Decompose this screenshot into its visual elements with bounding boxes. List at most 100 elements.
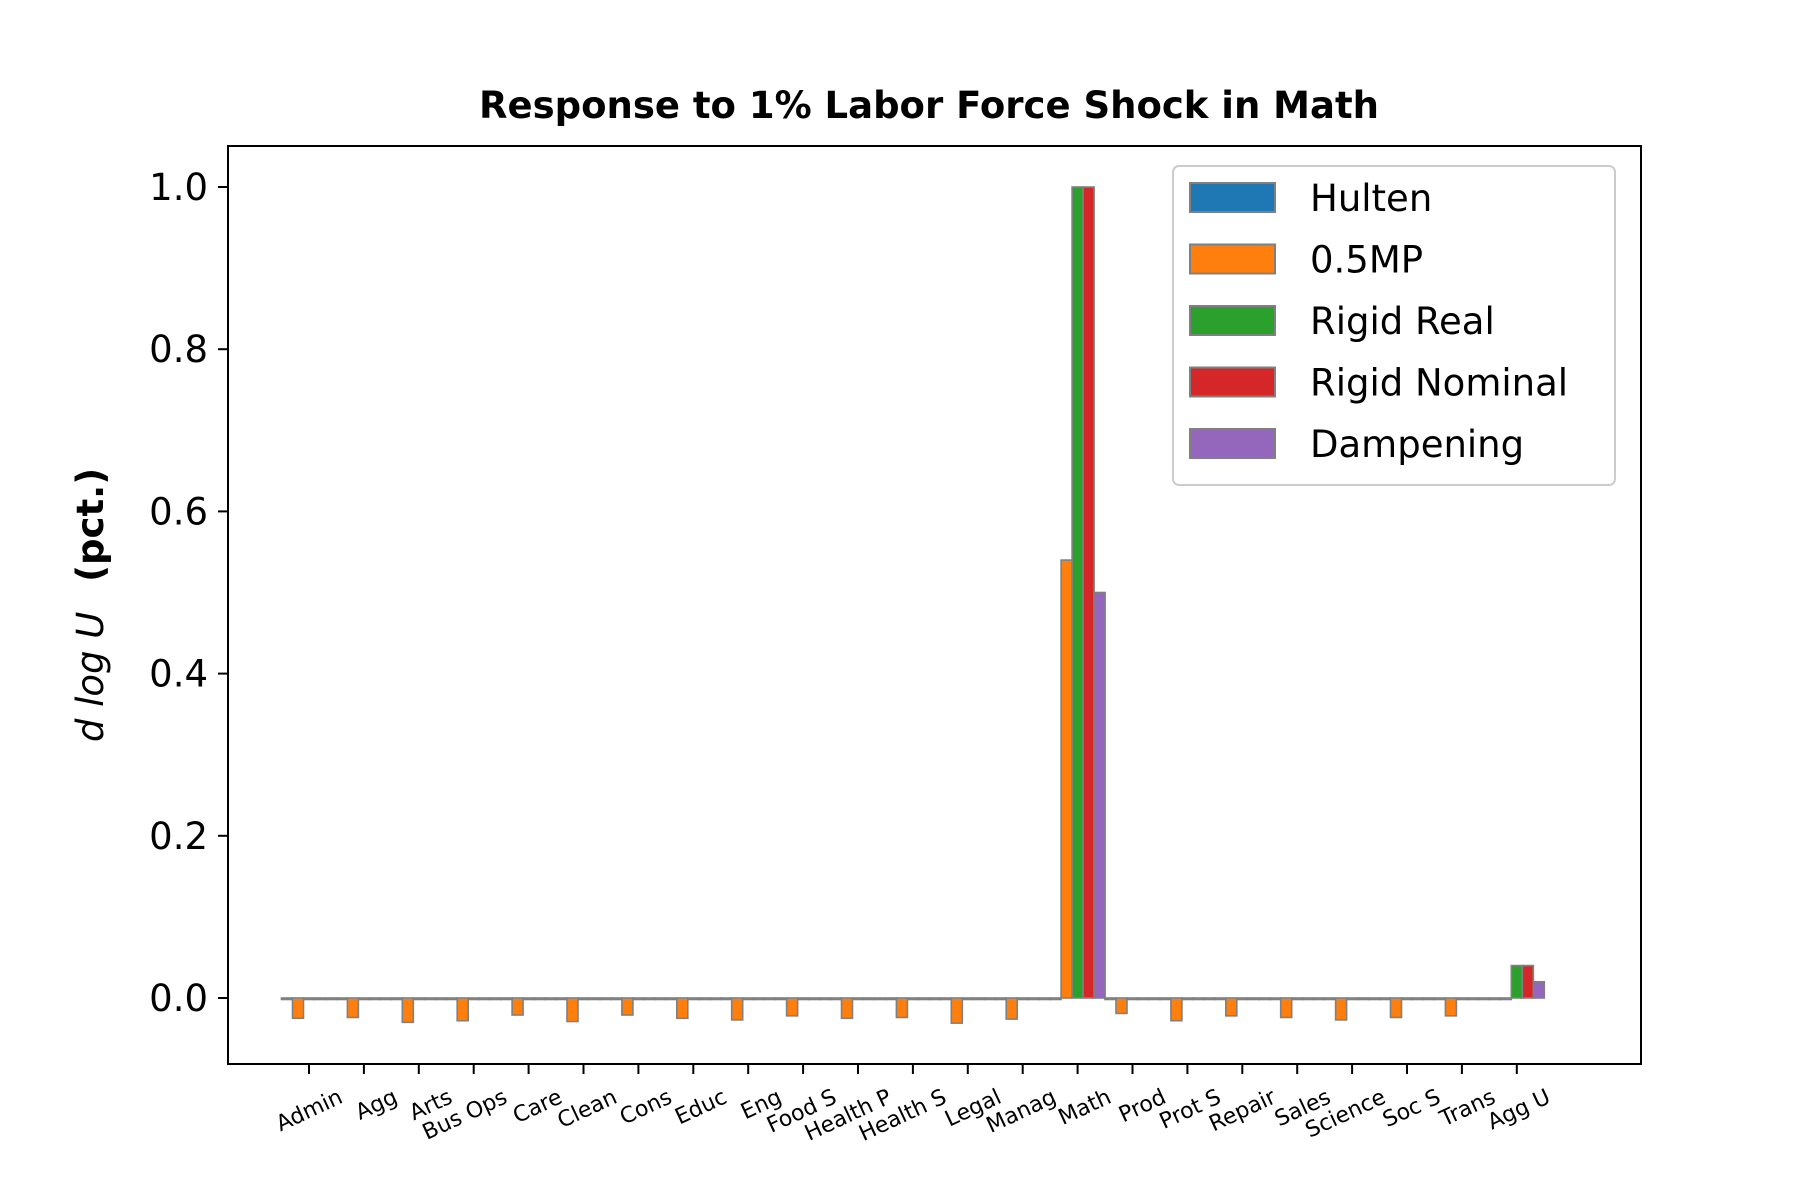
bar-health-p-0-5mp xyxy=(840,997,854,1020)
bar-food-s-dampening xyxy=(818,997,832,1001)
bar-cons-0-5mp xyxy=(621,997,634,1016)
bar-math-0-5mp xyxy=(1060,559,1073,999)
bar-agg-u-hulten xyxy=(1488,997,1502,1001)
legend-label: Rigid Real xyxy=(1310,300,1495,343)
y-tick-label: 0.0 xyxy=(149,977,208,1020)
bar-food-s-rigid-real xyxy=(796,997,810,1001)
legend: Hulten 0.5MP Rigid Real Rigid Nominal Dampen… xyxy=(1172,165,1616,486)
bar-prot-s-rigid-real xyxy=(1181,997,1194,1001)
bar-agg-u-rigid-real xyxy=(1510,964,1524,999)
legend-box xyxy=(1172,165,1616,486)
bar-science-dampening xyxy=(1367,997,1381,1001)
legend-swatch xyxy=(1189,428,1276,459)
bar-prot-s-rigid-nominal xyxy=(1192,997,1205,1001)
bar-agg-dampening xyxy=(379,997,393,1001)
bar-sales-hulten xyxy=(1268,997,1282,1001)
legend-label: Hulten xyxy=(1310,177,1432,220)
bar-admin-hulten xyxy=(280,997,294,1001)
bar-admin-dampening xyxy=(324,997,338,1001)
bar-eng-rigid-nominal xyxy=(752,997,766,1001)
y-axis-label: d log U (pct.) xyxy=(69,468,112,742)
bar-care-0-5mp xyxy=(511,997,524,1016)
bar-cons-rigid-real xyxy=(632,997,645,1001)
legend-label: 0.5MP xyxy=(1310,239,1423,282)
bar-arts-rigid-nominal xyxy=(423,997,437,1001)
plot-frame xyxy=(227,145,1642,1065)
bar-trans-rigid-real xyxy=(1455,997,1469,1001)
bar-arts-rigid-real xyxy=(412,997,426,1001)
legend-swatch xyxy=(1189,366,1276,398)
bar-manag-0-5mp xyxy=(1005,997,1019,1020)
bar-legal-dampening xyxy=(983,997,997,1001)
bar-agg-u-dampening xyxy=(1532,980,1546,999)
bar-legal-0-5mp xyxy=(950,997,964,1024)
bar-clean-dampening xyxy=(599,997,612,1001)
bar-prod-rigid-nominal xyxy=(1137,997,1150,1001)
bar-food-s-hulten xyxy=(774,997,788,1001)
bar-clean-0-5mp xyxy=(566,997,579,1023)
y-tick-label: 1.0 xyxy=(149,166,208,209)
bar-health-p-hulten xyxy=(829,997,843,1001)
bar-legal-rigid-nominal xyxy=(972,997,986,1001)
bar-math-rigid-nominal xyxy=(1082,186,1095,999)
y-axis: 0.0 0.2 0.4 0.6 0.8 1.0 xyxy=(149,166,228,1020)
bar-manag-rigid-nominal xyxy=(1027,997,1040,1001)
bar-care-hulten xyxy=(500,997,513,1001)
bar-eng-rigid-real xyxy=(741,997,755,1001)
bar-legal-rigid-real xyxy=(961,997,975,1001)
bar-soc-s-hulten xyxy=(1378,997,1392,1001)
bar-clean-rigid-real xyxy=(577,997,590,1001)
legend-swatch xyxy=(1189,182,1276,213)
bar-prot-s-hulten xyxy=(1159,997,1172,1001)
bar-admin-rigid-nominal xyxy=(313,997,327,1001)
y-tick-label: 0.8 xyxy=(149,328,208,371)
bar-health-s-rigid-nominal xyxy=(917,997,931,1001)
bar-prot-s-0-5mp xyxy=(1170,997,1183,1022)
bar-cons-hulten xyxy=(610,997,623,1001)
bar-sales-0-5mp xyxy=(1279,997,1293,1019)
bar-care-dampening xyxy=(544,997,557,1001)
bar-eng-0-5mp xyxy=(730,997,744,1021)
bar-arts-0-5mp xyxy=(401,997,415,1024)
bar-health-p-dampening xyxy=(873,997,887,1001)
bar-math-hulten xyxy=(1049,997,1062,1001)
bar-sales-dampening xyxy=(1312,997,1326,1001)
bar-prod-hulten xyxy=(1104,997,1117,1001)
bar-agg-rigid-nominal xyxy=(368,997,382,1001)
bar-health-s-hulten xyxy=(884,997,898,1001)
y-tick-label: 0.2 xyxy=(149,815,208,858)
bar-educ-rigid-real xyxy=(686,997,700,1001)
bar-agg-rigid-real xyxy=(357,997,371,1001)
bar-agg-0-5mp xyxy=(346,997,360,1019)
y-axis-label-math: d log U xyxy=(69,612,112,743)
legend-label: Dampening xyxy=(1310,423,1524,466)
bar-educ-hulten xyxy=(664,997,678,1001)
bar-bus-ops-hulten xyxy=(445,997,459,1001)
bar-clean-rigid-nominal xyxy=(588,997,601,1001)
bar-trans-dampening xyxy=(1477,997,1491,1001)
bar-food-s-rigid-nominal xyxy=(807,997,821,1001)
bar-manag-hulten xyxy=(994,997,1008,1001)
bar-eng-dampening xyxy=(763,997,777,1001)
bar-educ-rigid-nominal xyxy=(697,997,711,1001)
bar-care-rigid-real xyxy=(522,997,535,1001)
bar-soc-s-dampening xyxy=(1422,997,1436,1001)
bar-soc-s-rigid-real xyxy=(1400,997,1414,1001)
bar-health-s-0-5mp xyxy=(895,997,909,1019)
bar-bus-ops-rigid-real xyxy=(467,997,481,1001)
bar-trans-hulten xyxy=(1433,997,1447,1001)
bar-repair-rigid-real xyxy=(1236,997,1249,1001)
bar-food-s-0-5mp xyxy=(785,997,799,1017)
bar-arts-hulten xyxy=(390,997,404,1001)
bar-prod-0-5mp xyxy=(1115,997,1128,1015)
bar-trans-rigid-nominal xyxy=(1466,997,1480,1001)
bar-sales-rigid-real xyxy=(1290,997,1304,1001)
bar-bus-ops-dampening xyxy=(489,997,503,1001)
bar-soc-s-rigid-nominal xyxy=(1411,997,1425,1001)
bars-layer xyxy=(280,186,1546,1024)
bar-legal-hulten xyxy=(939,997,953,1001)
bar-repair-0-5mp xyxy=(1225,997,1238,1017)
bar-educ-dampening xyxy=(708,997,722,1001)
bar-science-rigid-real xyxy=(1345,997,1359,1001)
